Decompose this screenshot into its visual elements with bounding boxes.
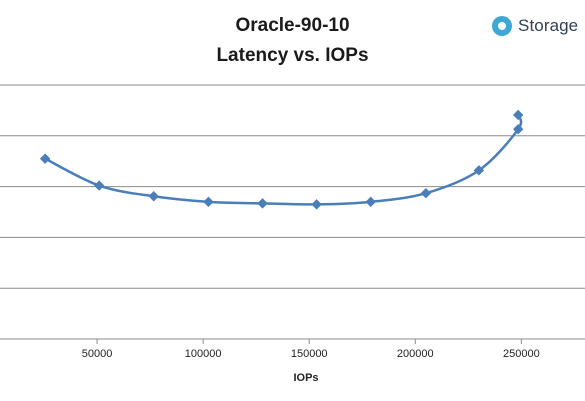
data-point — [93, 180, 105, 191]
x-tick-label: 250000 — [503, 348, 540, 360]
chart-title-line1: Oracle-90-10 — [235, 15, 350, 36]
data-point — [39, 153, 51, 164]
x-tick-label: 50000 — [82, 348, 113, 360]
x-tick-label: 100000 — [185, 348, 222, 360]
data-point — [473, 165, 485, 176]
storage-logo-icon — [492, 16, 512, 36]
gridlines — [0, 84, 585, 289]
data-point — [203, 196, 214, 208]
data-point — [148, 191, 159, 202]
data-point — [365, 196, 376, 208]
chart-title-line2: Latency vs. IOPs — [216, 45, 369, 66]
data-point — [420, 187, 432, 199]
tick-labels: 50000 100000 150000 200000 250000 IOPs — [82, 348, 540, 384]
logo-text: Storage — [518, 16, 579, 35]
data-point — [512, 109, 524, 121]
series-line — [44, 114, 523, 206]
data-point — [311, 199, 322, 210]
storage-logo: Storage — [492, 13, 578, 39]
data-point — [512, 123, 524, 135]
data-point — [257, 198, 268, 209]
data-markers — [39, 109, 524, 210]
x-tick-label: 200000 — [397, 348, 434, 360]
x-axis-title: IOPs — [293, 372, 318, 384]
series-path — [44, 114, 523, 206]
x-axis — [0, 338, 585, 344]
x-tick-label: 150000 — [291, 348, 328, 360]
